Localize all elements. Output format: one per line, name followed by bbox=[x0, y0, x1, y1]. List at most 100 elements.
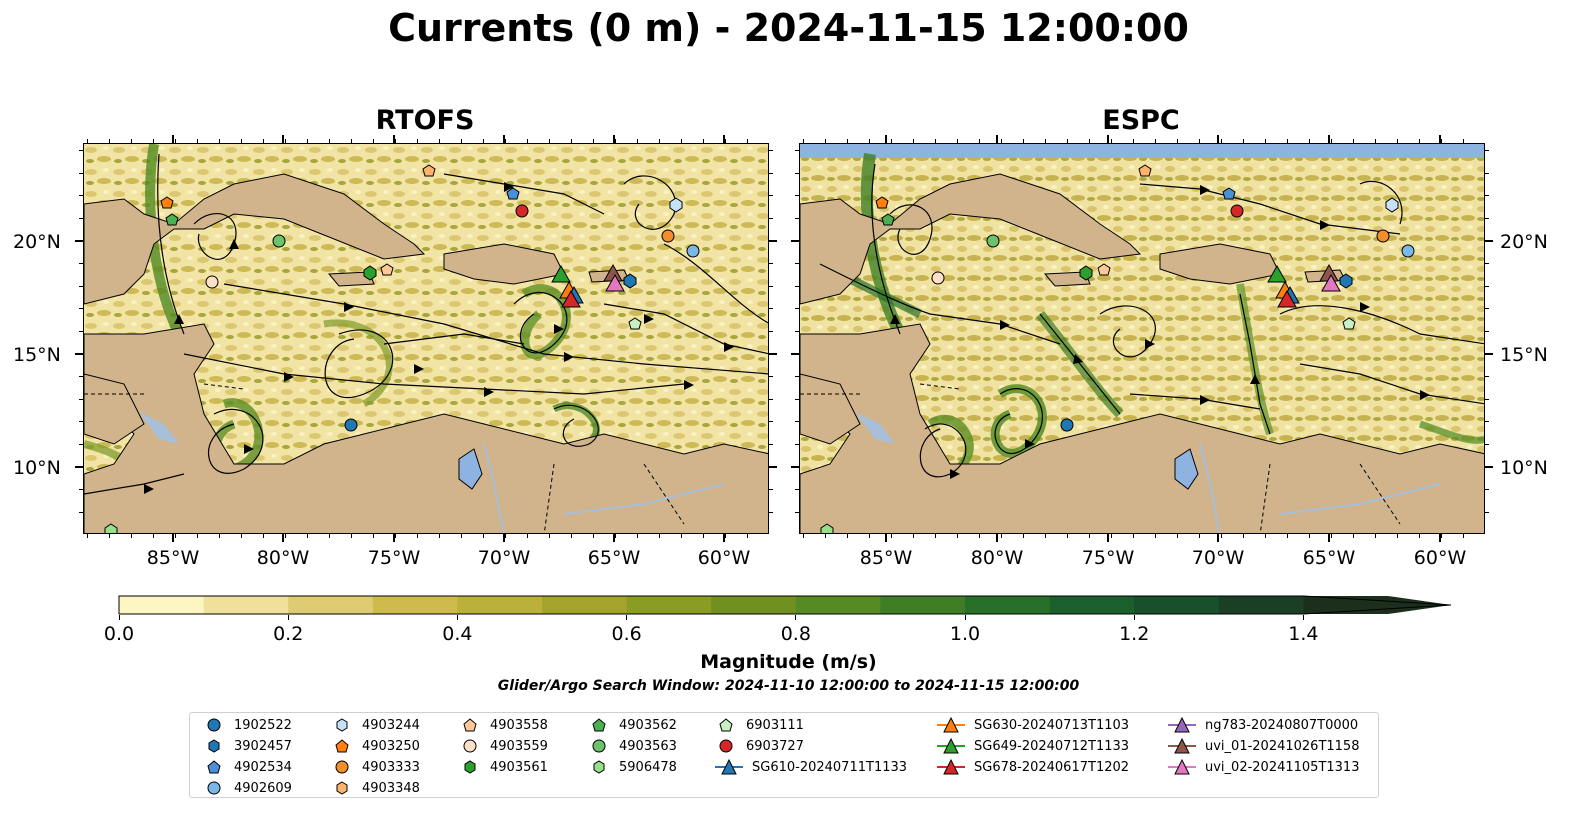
legend-marker-icon bbox=[593, 760, 605, 774]
lon-major-tick bbox=[503, 534, 505, 542]
lat-minor-tick bbox=[1485, 218, 1489, 219]
lon-minor-tick bbox=[1287, 534, 1288, 538]
lon-minor-tick bbox=[703, 534, 704, 538]
legend-marker-icon bbox=[1168, 759, 1196, 775]
lat-minor-tick bbox=[769, 421, 773, 422]
lon-major-tick bbox=[1217, 534, 1219, 542]
lon-major-tick bbox=[172, 534, 174, 542]
lon-minor-tick-top bbox=[197, 139, 198, 143]
lon-label-70w: 70°W bbox=[477, 547, 531, 569]
lat-minor-tick bbox=[795, 263, 799, 264]
lon-label-65w-espc: 65°W bbox=[1302, 547, 1356, 569]
lat-minor-tick bbox=[79, 444, 83, 445]
lon-minor-tick bbox=[1265, 534, 1266, 538]
lon-minor-tick-top bbox=[703, 139, 704, 143]
lat-minor-tick bbox=[1485, 240, 1489, 241]
lon-minor-tick-top bbox=[1111, 139, 1112, 143]
lat-minor-tick bbox=[79, 195, 83, 196]
legend-label: 3902457 bbox=[234, 738, 292, 754]
lon-label-60w-espc: 60°W bbox=[1413, 547, 1467, 569]
lat-minor-tick bbox=[769, 263, 773, 264]
legend-label: 4903244 bbox=[362, 717, 420, 733]
legend-label: 4902534 bbox=[234, 759, 292, 775]
lat-label-20n: 20°N bbox=[13, 231, 61, 253]
lon-minor-tick-top bbox=[219, 139, 220, 143]
lon-minor-tick-top bbox=[307, 139, 308, 143]
colorbar bbox=[118, 595, 1453, 619]
legend-marker-icon bbox=[336, 718, 348, 732]
lon-minor-tick bbox=[1331, 534, 1332, 538]
legend-entry: ng783-20240807T0000 bbox=[1167, 715, 1358, 735]
lat-minor-tick bbox=[769, 376, 773, 377]
colorbar-segment bbox=[1134, 596, 1220, 614]
lat-minor-tick bbox=[79, 286, 83, 287]
lon-minor-tick bbox=[681, 534, 682, 538]
panel-title-rtofs: RTOFS bbox=[375, 105, 475, 136]
lon-major-tick-top bbox=[1439, 135, 1441, 143]
colorbar-segment bbox=[203, 596, 289, 614]
lon-minor-tick bbox=[153, 534, 154, 538]
lon-minor-tick bbox=[175, 534, 176, 538]
colorbar-segment bbox=[1303, 596, 1451, 614]
lon-minor-tick-top bbox=[549, 139, 550, 143]
lon-minor-tick bbox=[747, 534, 748, 538]
lon-minor-tick bbox=[395, 534, 396, 538]
colorbar-segment bbox=[880, 596, 966, 614]
lat-minor-tick bbox=[769, 489, 773, 490]
lon-minor-tick-top bbox=[681, 139, 682, 143]
colorbar-tick-label: 1.2 bbox=[1119, 623, 1150, 645]
lat-minor-tick bbox=[795, 399, 799, 400]
lon-major-tick bbox=[393, 534, 395, 542]
legend-entry: 4903558 bbox=[458, 715, 548, 735]
lon-major-tick-top bbox=[1107, 135, 1109, 143]
lon-minor-tick bbox=[725, 534, 726, 538]
lon-minor-tick bbox=[935, 534, 936, 538]
lat-minor-tick bbox=[769, 512, 773, 513]
lat-minor-tick bbox=[1485, 489, 1489, 490]
lon-minor-tick-top bbox=[373, 139, 374, 143]
lon-major-tick-top bbox=[996, 135, 998, 143]
legend-entry: 3902457 bbox=[202, 736, 292, 756]
lon-minor-tick bbox=[307, 534, 308, 538]
legend-label: 1902522 bbox=[234, 717, 292, 733]
lon-major-tick bbox=[1439, 534, 1441, 542]
lon-minor-tick-top bbox=[637, 139, 638, 143]
lon-minor-tick bbox=[285, 534, 286, 538]
lat-minor-tick bbox=[795, 308, 799, 309]
lon-minor-tick bbox=[615, 534, 616, 538]
lat-minor-tick bbox=[1485, 466, 1489, 467]
lon-minor-tick bbox=[131, 534, 132, 538]
lon-minor-tick bbox=[373, 534, 374, 538]
legend-label: 4903333 bbox=[362, 759, 420, 775]
legend-entry: SG649-20240712T1133 bbox=[936, 736, 1129, 756]
legend-label: 4902609 bbox=[234, 780, 292, 796]
colorbar-segment bbox=[1049, 596, 1135, 614]
lon-minor-tick-top bbox=[1419, 139, 1420, 143]
lon-minor-tick bbox=[505, 534, 506, 538]
colorbar-segment bbox=[711, 596, 797, 614]
legend-entry: 4902609 bbox=[202, 778, 292, 798]
lat-minor-tick bbox=[79, 421, 83, 422]
lat-minor-tick bbox=[1485, 150, 1489, 151]
lat-major-tick bbox=[1485, 353, 1493, 355]
colorbar-segment bbox=[542, 596, 628, 614]
lon-minor-tick-top bbox=[1353, 139, 1354, 143]
lat-minor-tick bbox=[79, 489, 83, 490]
lon-minor-tick bbox=[527, 534, 528, 538]
lat-minor-tick bbox=[79, 150, 83, 151]
lon-minor-tick bbox=[1397, 534, 1398, 538]
legend-entry: 4902534 bbox=[202, 757, 292, 777]
legend-marker-icon bbox=[463, 718, 477, 732]
lat-minor-tick bbox=[1485, 376, 1489, 377]
rtofs-map bbox=[83, 143, 769, 534]
legend-label: 4903559 bbox=[490, 738, 548, 754]
legend-label: uvi_01-20241026T1158 bbox=[1205, 738, 1360, 754]
lon-minor-tick-top bbox=[1177, 139, 1178, 143]
lon-minor-tick bbox=[825, 534, 826, 538]
lon-major-tick bbox=[885, 534, 887, 542]
lon-minor-tick-top bbox=[1243, 139, 1244, 143]
lon-minor-tick bbox=[1045, 534, 1046, 538]
lon-minor-tick bbox=[659, 534, 660, 538]
lat-label-10n: 10°N bbox=[13, 457, 61, 479]
lon-minor-tick bbox=[803, 534, 804, 538]
